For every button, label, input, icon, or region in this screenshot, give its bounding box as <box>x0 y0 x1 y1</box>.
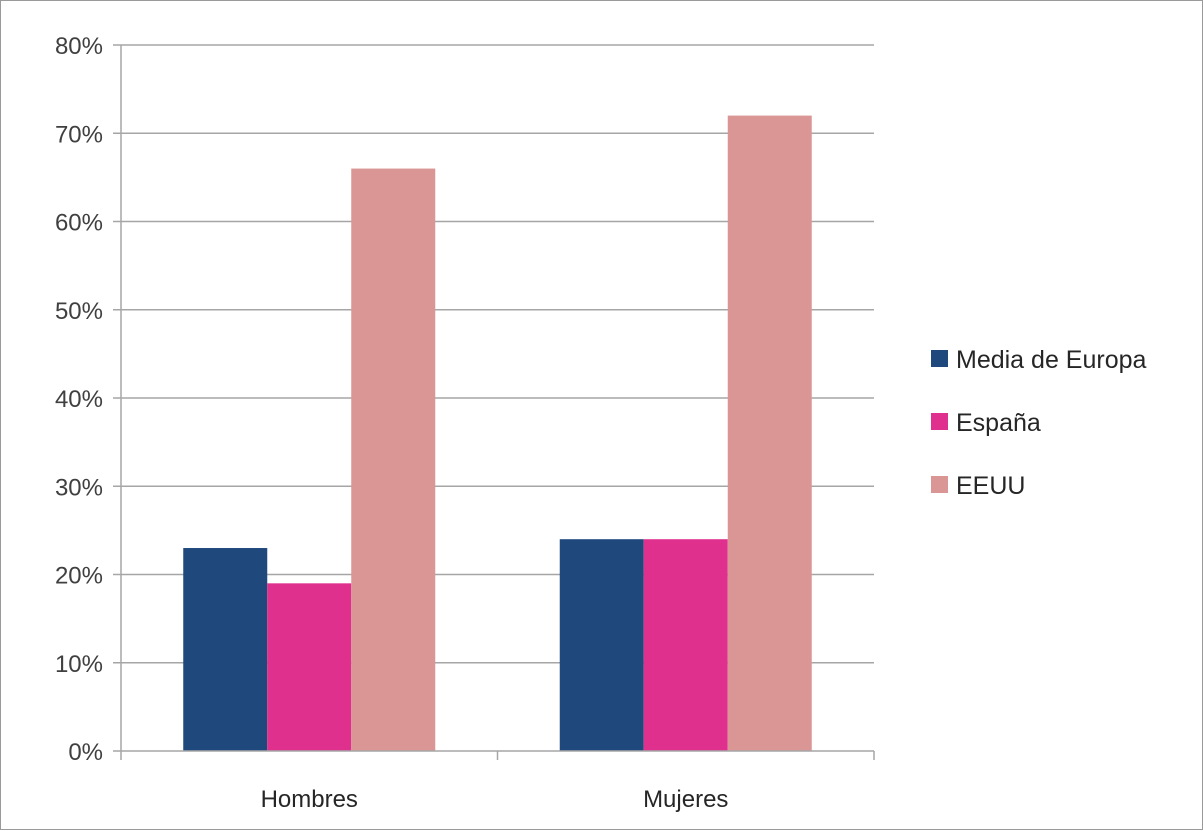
x-category-label: Mujeres <box>643 786 728 813</box>
y-tick-label: 70% <box>55 121 103 148</box>
legend-swatch <box>931 350 948 367</box>
y-tick-label: 10% <box>55 651 103 678</box>
bar-media-de-europa-hombres <box>183 548 268 751</box>
y-tick-label: 80% <box>55 33 103 60</box>
bar-eeuu-mujeres <box>727 115 812 752</box>
legend-entry-label: Media de Europa <box>956 346 1147 374</box>
x-category-label: Hombres <box>261 786 358 813</box>
legend-entry-label: EEUU <box>956 472 1025 500</box>
y-axis-tick-labels: 0% 10% 20% 30% 40% 50% 60% 70% 80% <box>55 33 103 766</box>
bars <box>183 115 812 752</box>
y-tick-label: 60% <box>55 210 103 237</box>
bar-espa-a-hombres <box>267 583 352 751</box>
bar-eeuu-hombres <box>351 168 436 752</box>
y-tick-label: 50% <box>55 298 103 325</box>
y-tick-label: 40% <box>55 386 103 413</box>
y-tick-label: 30% <box>55 474 103 501</box>
bar-espa-a-mujeres <box>643 539 728 751</box>
bar-media-de-europa-mujeres <box>559 539 644 751</box>
x-axis-category-labels: Hombres Mujeres <box>261 786 729 813</box>
legend-swatch <box>931 476 948 493</box>
y-tick-label: 20% <box>55 563 103 590</box>
y-tick-label: 0% <box>68 739 103 766</box>
legend-swatch <box>931 413 948 430</box>
legend: Media de Europa España EEUU <box>931 346 1147 500</box>
legend-entry-label: España <box>956 409 1041 437</box>
x-axis <box>120 750 875 760</box>
